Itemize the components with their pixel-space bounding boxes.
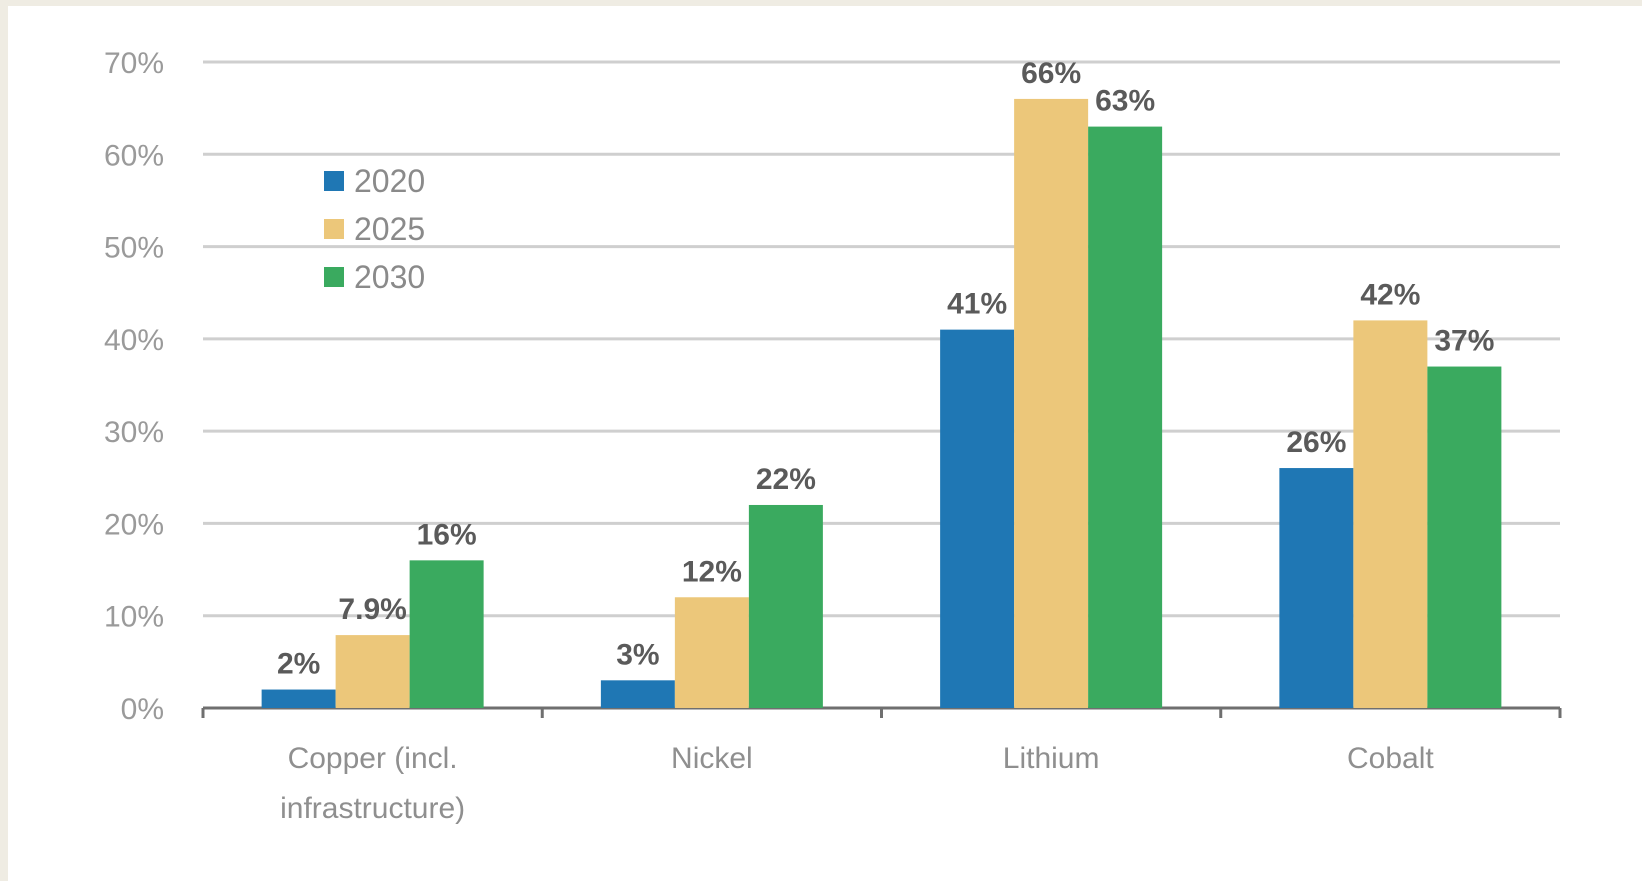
bar-2030-cobalt	[1427, 366, 1502, 708]
bar-2025-nickel	[674, 597, 749, 708]
data-label: 26%	[1286, 426, 1346, 459]
bar-2020-nickel	[600, 680, 675, 708]
bar-2020-cobalt	[1279, 468, 1354, 708]
x-category-label: Cobalt	[1347, 742, 1434, 775]
legend-swatch-2025	[324, 219, 344, 239]
x-category-label: Lithium	[1003, 742, 1100, 775]
bar-2030-nickel	[748, 504, 823, 708]
data-label: 42%	[1360, 278, 1420, 311]
bar-2030-lithium	[1088, 126, 1163, 709]
bar-2025-cobalt	[1353, 320, 1428, 708]
data-label: 7.9%	[338, 593, 406, 626]
legend-label-2020: 2020	[354, 163, 425, 199]
data-label: 12%	[682, 555, 742, 588]
legend-label-2030: 2030	[354, 259, 425, 295]
y-tick-label: 70%	[104, 47, 164, 80]
y-tick-label: 60%	[104, 139, 164, 172]
bar-2025-lithium	[1014, 98, 1089, 708]
y-tick-label: 0%	[121, 693, 164, 726]
legend-swatch-2020	[324, 171, 344, 191]
data-label: 41%	[947, 288, 1007, 321]
y-tick-label: 50%	[104, 232, 164, 265]
x-category-label: Nickel	[671, 742, 753, 775]
y-tick-label: 20%	[104, 508, 164, 541]
y-tick-label: 10%	[104, 601, 164, 634]
bar-2030-copper	[409, 560, 484, 708]
legend-label-2025: 2025	[354, 211, 425, 247]
bar-2025-copper	[335, 635, 410, 708]
y-tick-label: 30%	[104, 416, 164, 449]
chart-frame: 0% 10% 20% 30% 40% 50% 60% 70% 2% 7.9% 16% Copper (…	[8, 6, 1642, 881]
data-label: 37%	[1434, 325, 1494, 358]
y-tick-label: 40%	[104, 324, 164, 357]
legend-swatch-2030	[324, 267, 344, 287]
bar-2020-copper	[261, 689, 336, 708]
bar-2020-lithium	[940, 329, 1015, 708]
bar-chart: 0% 10% 20% 30% 40% 50% 60% 70% 2% 7.9% 16% Copper (…	[104, 47, 1562, 825]
data-label: 3%	[616, 638, 659, 671]
x-category-label: Copper (incl.	[288, 742, 458, 775]
data-label: 22%	[756, 463, 816, 496]
data-label: 66%	[1021, 57, 1081, 90]
data-label: 16%	[417, 518, 477, 551]
data-label: 2%	[277, 648, 320, 681]
x-category-label: infrastructure)	[280, 792, 465, 825]
data-label: 63%	[1095, 85, 1155, 118]
